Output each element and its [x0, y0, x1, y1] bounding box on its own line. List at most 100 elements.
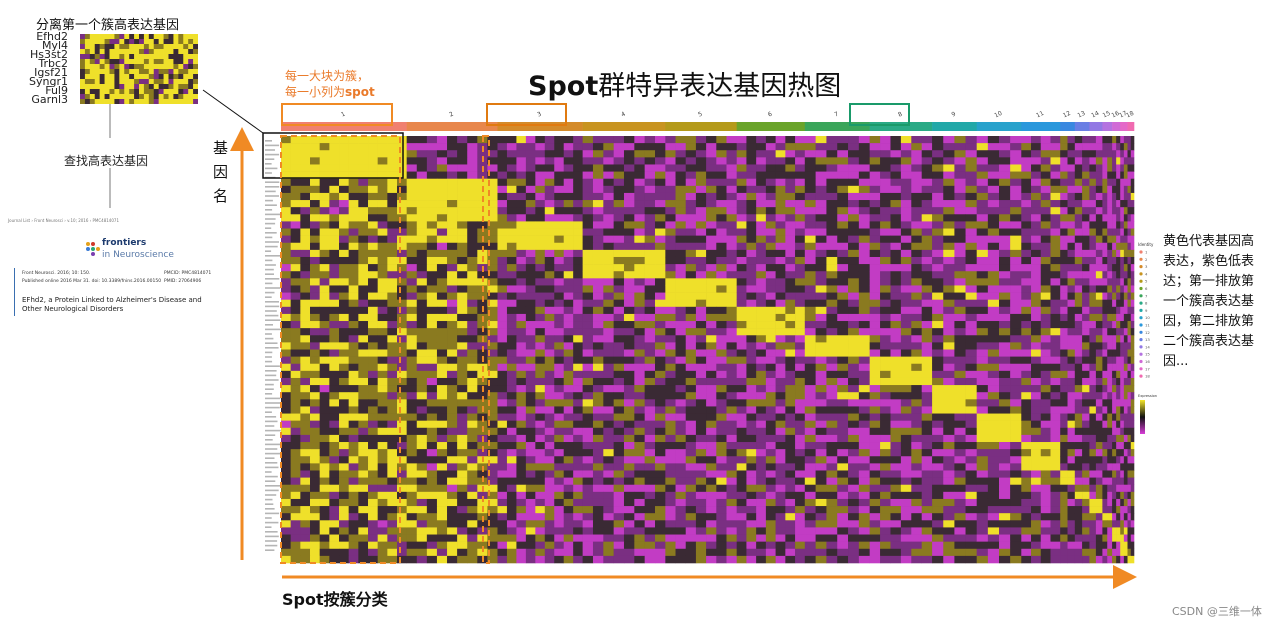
heatmap-cell: [554, 349, 565, 357]
heatmap-cell: [746, 292, 757, 300]
heatmap-cell: [765, 349, 776, 357]
heatmap-cell: [999, 157, 1011, 165]
heatmap-cell: [976, 313, 989, 322]
heatmap-cell: [436, 242, 448, 251]
heatmap-cell: [726, 434, 737, 443]
heatmap-cell: [1010, 214, 1022, 222]
paper-citation[interactable]: Front Neurosci. 2016; 10: 150.: [22, 271, 91, 276]
heatmap-cell: [716, 413, 727, 421]
heatmap-cell: [890, 527, 902, 535]
heatmap-cell: [1031, 278, 1042, 286]
heatmap-cell: [965, 498, 977, 507]
heatmap-cell: [675, 427, 687, 436]
heatmap-cell: [554, 249, 565, 258]
heatmap-cell: [506, 342, 517, 350]
heatmap-cell: [310, 470, 320, 478]
heatmap-cell: [506, 335, 517, 343]
heatmap-cell: [467, 555, 478, 564]
heatmap-cell: [706, 356, 717, 365]
heatmap-cell: [525, 285, 536, 293]
heatmap-cell: [358, 264, 369, 272]
heatmap-cell: [976, 506, 989, 514]
heatmap-cell: [329, 136, 340, 144]
heatmap-cell: [457, 271, 468, 279]
heatmap-cell: [447, 321, 458, 329]
heatmap-cell: [756, 292, 767, 300]
heatmap-cell: [348, 299, 359, 308]
heatmap-cell: [695, 534, 707, 542]
heatmap-cell: [1031, 392, 1042, 400]
heatmap-cell: [954, 555, 966, 564]
heatmap-cell: [406, 171, 418, 179]
heatmap-cell: [644, 541, 656, 550]
heatmap-cell: [695, 363, 707, 372]
heatmap-cell: [406, 321, 418, 329]
heatmap-cell: [848, 520, 860, 528]
heatmap-cell: [726, 178, 737, 187]
heatmap-cell: [987, 356, 1000, 365]
heatmap-cell: [426, 385, 438, 393]
heatmap-cell: [623, 185, 635, 194]
heatmap-cell: [397, 214, 407, 222]
heatmap-cell: [1021, 484, 1032, 493]
heatmap-cell: [525, 214, 536, 222]
paper-doi[interactable]: Published online 2016 Mar 31. doi: 10.33…: [22, 279, 162, 284]
heatmap-cell: [785, 200, 796, 208]
heatmap-cell: [426, 541, 438, 550]
heatmap-cell: [921, 256, 933, 265]
heatmap-cell: [695, 377, 707, 386]
heatmap-cell: [447, 235, 458, 244]
heatmap-cell: [623, 136, 635, 144]
zoom-cell: [153, 64, 159, 70]
heatmap-cell: [281, 136, 291, 144]
heatmap-cell: [397, 520, 407, 528]
paper-pmid[interactable]: PMID: 27064906: [164, 279, 202, 284]
heatmap-cell: [281, 434, 291, 443]
heatmap-cell: [999, 292, 1011, 300]
heatmap-cell: [665, 470, 676, 478]
heatmap-cell: [573, 221, 583, 229]
heatmap-cell: [613, 477, 625, 486]
heatmap-cell: [406, 456, 418, 464]
zoom-cell: [143, 64, 150, 70]
zoom-cell: [163, 74, 169, 80]
heatmap-cell: [1010, 527, 1022, 535]
heatmap-cell: [300, 157, 311, 165]
heatmap-cell: [999, 498, 1011, 507]
heatmap-cell: [785, 427, 796, 436]
heatmap-cell: [319, 335, 330, 343]
heatmap-cell: [613, 185, 625, 194]
paper-breadcrumb[interactable]: Journal List › Front Neurosci › v.10; 20…: [8, 218, 119, 223]
heatmap-cell: [976, 185, 989, 194]
heatmap-cell: [716, 442, 727, 450]
heatmap-cell: [665, 249, 676, 258]
zoom-cell: [94, 74, 100, 80]
heatmap-cell: [775, 164, 786, 172]
heatmap-cell: [406, 256, 418, 265]
heatmap-cell: [348, 342, 359, 350]
heatmap-cell: [976, 520, 989, 528]
heatmap-cell: [756, 157, 767, 165]
heatmap-cell: [544, 136, 555, 144]
heatmap-cell: [1031, 420, 1042, 429]
heatmap-cell: [695, 292, 707, 300]
heatmap-cell: [613, 228, 625, 236]
heatmap-cell: [634, 185, 645, 194]
heatmap-cell: [426, 463, 438, 471]
heatmap-cell: [290, 534, 301, 542]
heatmap-cell: [477, 484, 488, 493]
heatmap-cell: [290, 349, 301, 357]
paper-title[interactable]: EFhd2, a Protein Linked to Alzheimer's D…: [22, 296, 202, 313]
heatmap-cell: [644, 271, 656, 279]
heatmap-cell: [416, 449, 428, 457]
heatmap-cell: [506, 377, 517, 386]
heatmap-cell: [900, 356, 912, 365]
heatmap-cell: [406, 342, 418, 350]
heatmap-cell: [706, 164, 717, 172]
heatmap-cell: [447, 534, 458, 542]
heatmap-cell: [368, 399, 378, 407]
heatmap-cell: [582, 342, 594, 350]
heatmap-cell: [869, 292, 881, 300]
heatmap-cell: [592, 548, 604, 557]
zoom-cell: [148, 99, 155, 104]
